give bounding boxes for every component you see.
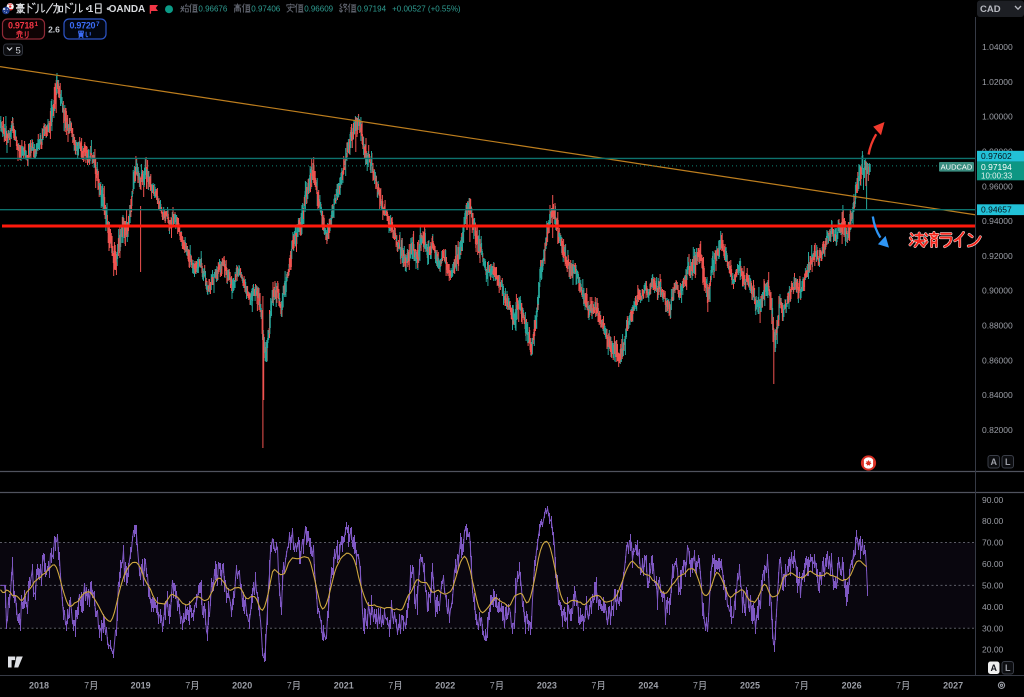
- svg-text:7: 7: [896, 681, 901, 691]
- svg-text:0.86000: 0.86000: [982, 355, 1013, 365]
- svg-text:2025: 2025: [740, 681, 760, 691]
- svg-text:2019: 2019: [131, 681, 151, 691]
- svg-text:2020: 2020: [232, 681, 252, 691]
- svg-text:A: A: [990, 457, 997, 467]
- svg-text:7: 7: [795, 681, 800, 691]
- svg-text:L: L: [1005, 663, 1011, 673]
- svg-text:2027: 2027: [943, 681, 963, 691]
- svg-text:80.00: 80.00: [982, 516, 1004, 526]
- svg-text:1: 1: [35, 21, 39, 28]
- svg-text:0.94657: 0.94657: [981, 205, 1012, 215]
- svg-text:AUDCAD: AUDCAD: [941, 162, 973, 171]
- svg-text:0.97406: 0.97406: [251, 5, 280, 14]
- svg-text:0.9718: 0.9718: [8, 21, 34, 31]
- svg-text:7: 7: [693, 681, 698, 691]
- svg-text:0.9720: 0.9720: [70, 21, 96, 31]
- svg-text:20.00: 20.00: [982, 645, 1004, 655]
- svg-text:7: 7: [96, 21, 100, 28]
- svg-text:1: 1: [88, 4, 94, 15]
- svg-text:0.92000: 0.92000: [982, 251, 1013, 261]
- svg-text:+0.00527 (+0.55%): +0.00527 (+0.55%): [392, 5, 461, 14]
- svg-text:CAD: CAD: [980, 4, 1001, 15]
- svg-text:2023: 2023: [537, 681, 557, 691]
- svg-text:0.94000: 0.94000: [982, 216, 1013, 226]
- svg-text:10:00:33: 10:00:33: [981, 172, 1013, 181]
- svg-text:OANDA: OANDA: [109, 4, 146, 15]
- svg-text:0.97194: 0.97194: [357, 5, 386, 14]
- svg-text:5: 5: [16, 46, 21, 57]
- svg-text:0.90000: 0.90000: [982, 286, 1013, 296]
- svg-text:1.02000: 1.02000: [982, 77, 1013, 87]
- svg-text:A: A: [990, 663, 997, 673]
- svg-text:0.96000: 0.96000: [982, 181, 1013, 191]
- svg-text:2018: 2018: [29, 681, 49, 691]
- svg-text:30.00: 30.00: [982, 623, 1004, 633]
- svg-text:2024: 2024: [638, 681, 658, 691]
- svg-text:0.82000: 0.82000: [982, 425, 1013, 435]
- svg-text:7: 7: [185, 681, 190, 691]
- svg-text:1.00000: 1.00000: [982, 112, 1013, 122]
- svg-text:70.00: 70.00: [982, 538, 1004, 548]
- svg-text:0.97602: 0.97602: [981, 151, 1012, 161]
- svg-text:L: L: [1005, 457, 1011, 467]
- svg-text:0.84000: 0.84000: [982, 390, 1013, 400]
- svg-text:0.88000: 0.88000: [982, 321, 1013, 331]
- svg-text:1.04000: 1.04000: [982, 42, 1013, 52]
- svg-text:40.00: 40.00: [982, 602, 1004, 612]
- svg-text:2026: 2026: [842, 681, 862, 691]
- svg-text:7: 7: [490, 681, 495, 691]
- svg-text:0.96609: 0.96609: [304, 5, 333, 14]
- svg-text:0.96676: 0.96676: [198, 5, 227, 14]
- svg-text:50.00: 50.00: [982, 580, 1004, 590]
- svg-text:2022: 2022: [435, 681, 455, 691]
- svg-text:2.6: 2.6: [48, 25, 60, 35]
- svg-text:7: 7: [84, 681, 89, 691]
- svg-text:7: 7: [591, 681, 596, 691]
- svg-text:90.00: 90.00: [982, 495, 1004, 505]
- svg-text:7: 7: [388, 681, 393, 691]
- svg-text:7: 7: [287, 681, 292, 691]
- svg-text:0.97194: 0.97194: [981, 162, 1012, 172]
- svg-text:60.00: 60.00: [982, 559, 1004, 569]
- svg-text:2021: 2021: [334, 681, 354, 691]
